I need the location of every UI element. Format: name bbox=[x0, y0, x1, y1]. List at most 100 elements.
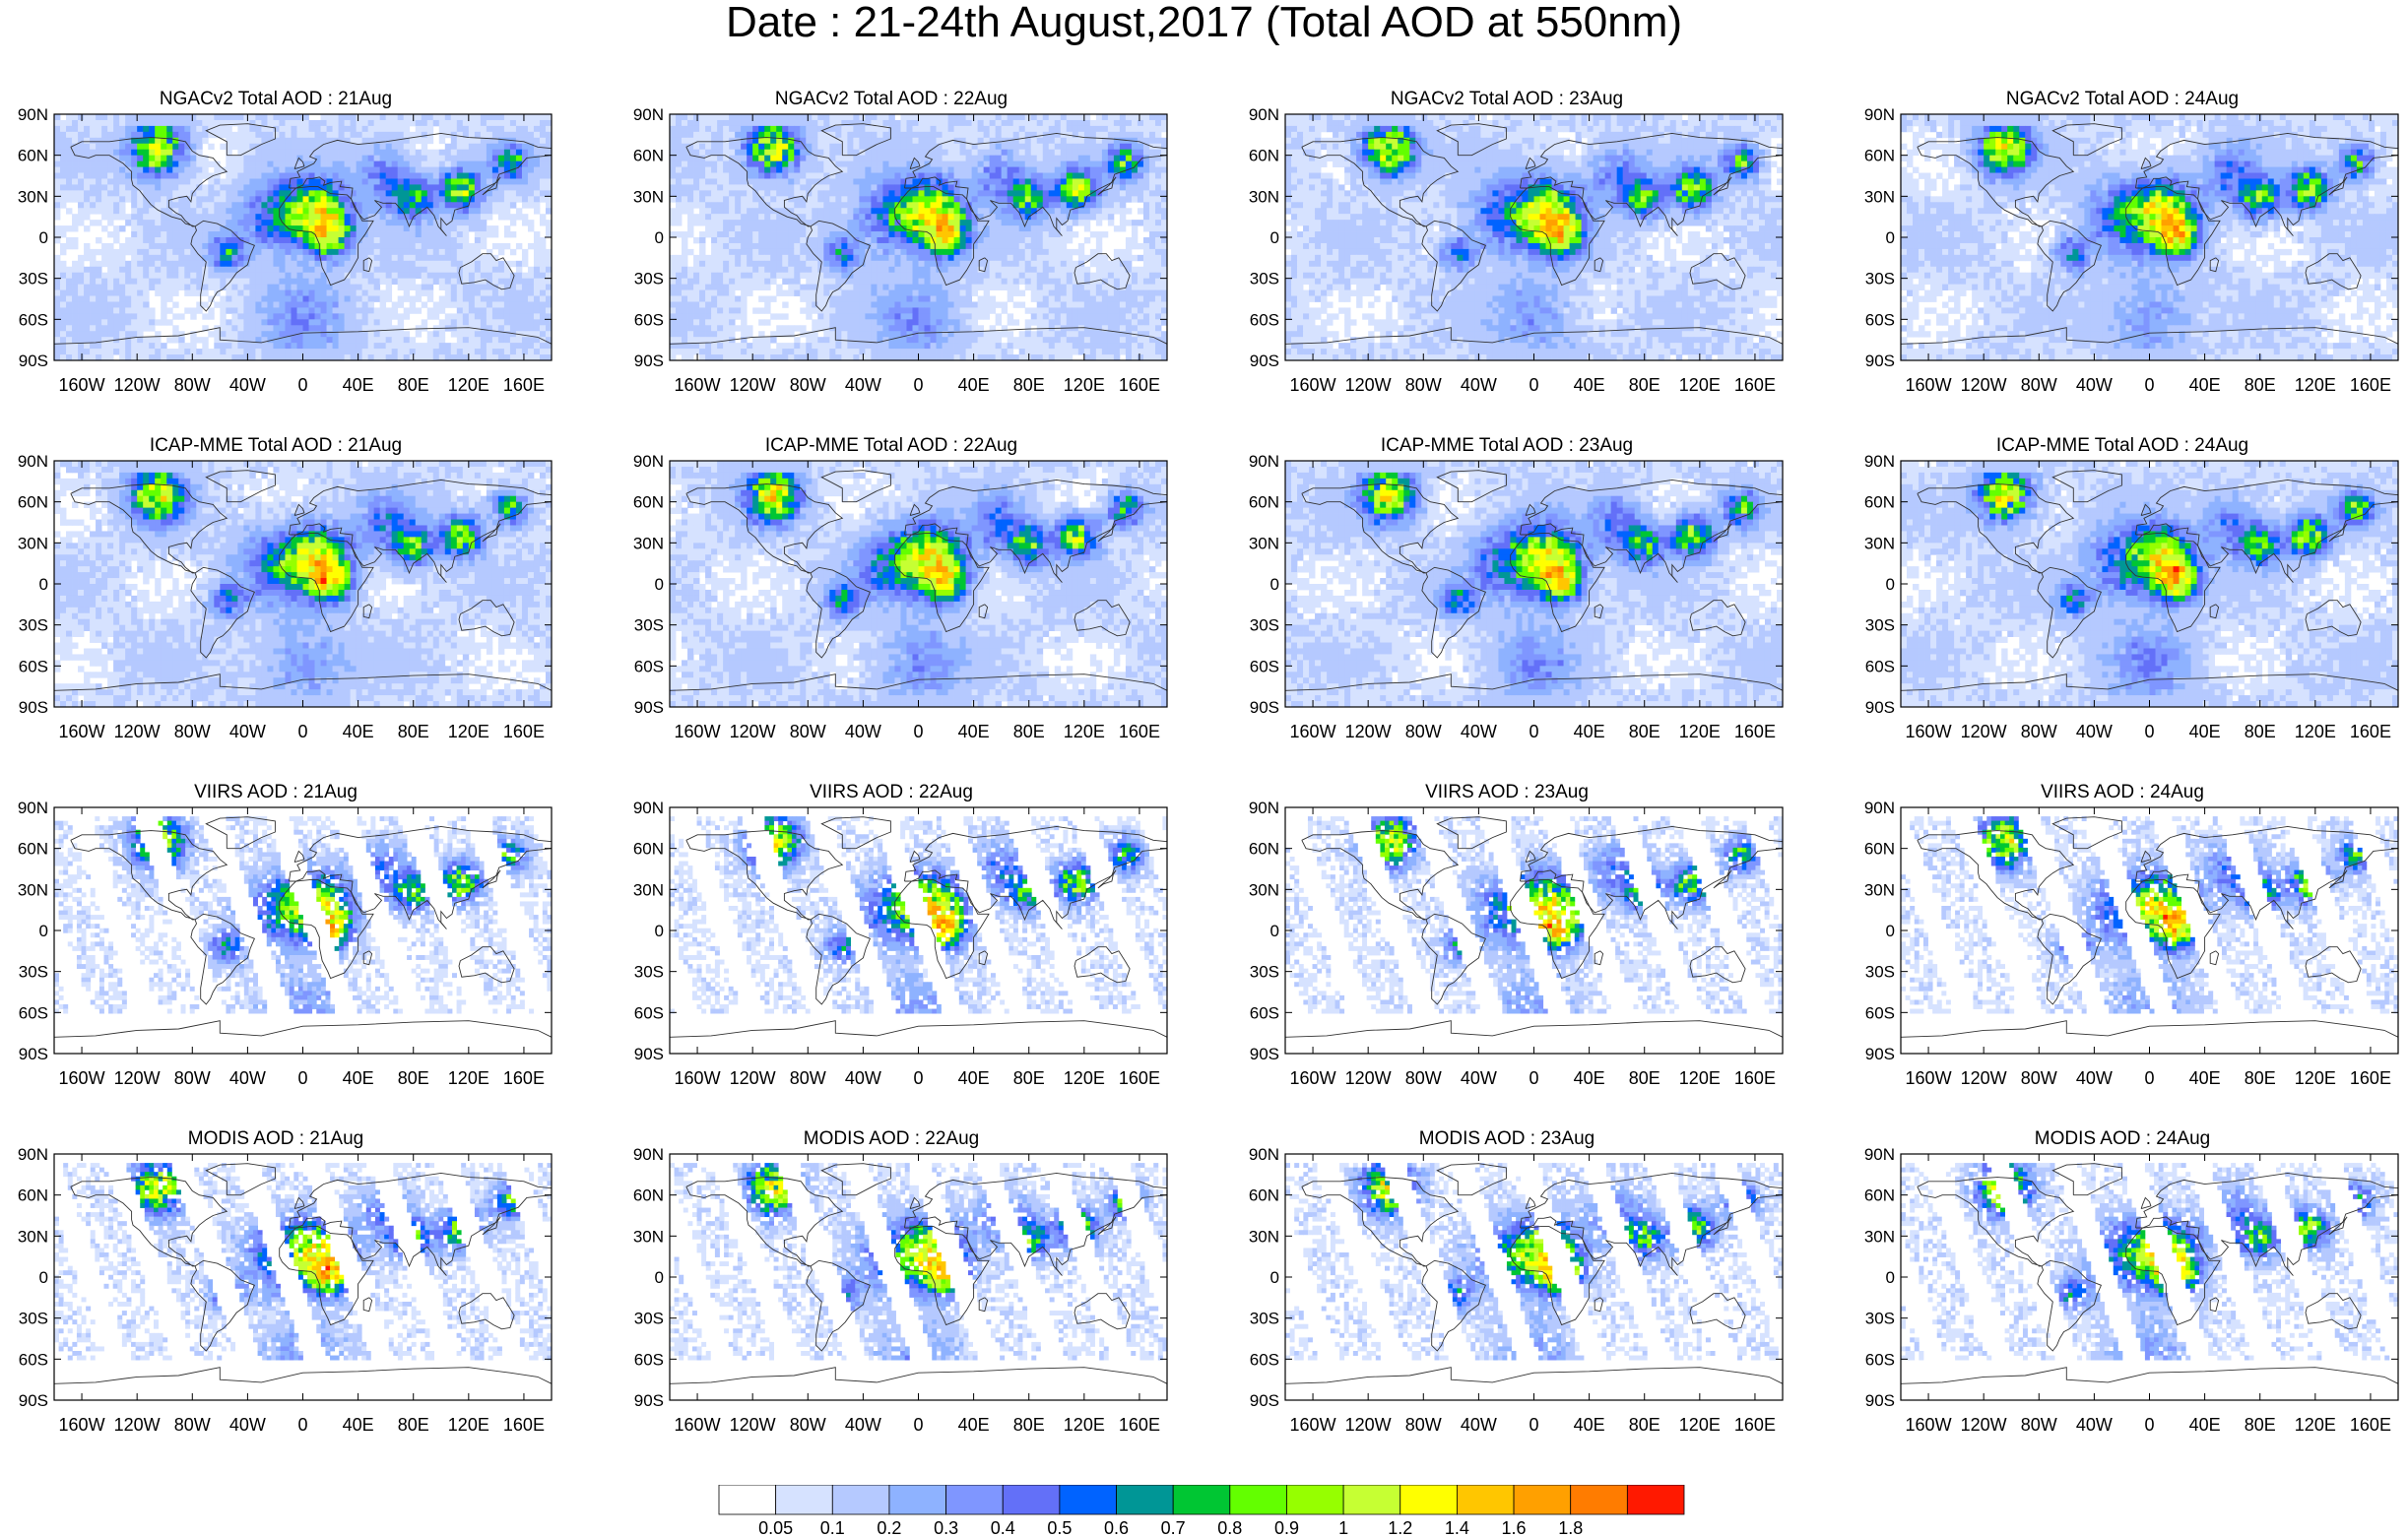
colorbar-label: 0.3 bbox=[934, 1518, 958, 1536]
coastlines bbox=[1285, 123, 1783, 345]
lon-tick-label: 0 bbox=[2144, 1415, 2154, 1435]
colorbar-swatch bbox=[1342, 1485, 1401, 1515]
coastline bbox=[289, 479, 552, 583]
lon-tick-label: 120E bbox=[2295, 722, 2336, 741]
panel-title: MODIS AOD : 21Aug bbox=[0, 1128, 552, 1150]
coastline bbox=[279, 533, 374, 633]
lon-tick-label: 40W bbox=[229, 1415, 266, 1435]
coastline bbox=[362, 950, 373, 966]
lat-tick-label: 0 bbox=[39, 922, 48, 940]
lon-tick-label: 160W bbox=[59, 375, 105, 395]
lon-tick-label: 160E bbox=[1734, 1068, 1776, 1088]
coastlines bbox=[1901, 123, 2398, 345]
coastline bbox=[289, 132, 552, 236]
coastline bbox=[820, 470, 891, 503]
coastline bbox=[2209, 1297, 2220, 1313]
lon-tick-label: 40E bbox=[958, 1068, 990, 1088]
coastline bbox=[362, 1297, 373, 1313]
coastlines bbox=[54, 816, 552, 1038]
lat-tick-label: 30S bbox=[1250, 270, 1279, 288]
aod-field bbox=[1901, 1163, 2398, 1361]
coastline bbox=[904, 132, 1167, 236]
coastline bbox=[1301, 483, 1460, 574]
lat-tick-label: 0 bbox=[1270, 575, 1279, 594]
coastline bbox=[205, 470, 276, 503]
lon-tick-label: 160W bbox=[1906, 722, 1952, 741]
coastline bbox=[458, 253, 515, 290]
coastlines bbox=[54, 123, 552, 345]
colorbar-label: 0.7 bbox=[1161, 1518, 1186, 1536]
coastline bbox=[279, 1226, 374, 1326]
colorbar-label: 0.2 bbox=[877, 1518, 901, 1536]
coastline bbox=[1713, 523, 1732, 543]
aod-map: 90N 60N 30N 0 30S 60S 90S 160W 120W 80W 40W 0 40E 80E… bbox=[18, 799, 553, 1088]
lon-tick-label: 120W bbox=[1345, 1068, 1392, 1088]
lat-tick-label: 0 bbox=[39, 228, 48, 247]
lon-tick-label: 120W bbox=[1961, 722, 2007, 741]
lon-tick-label: 160E bbox=[1734, 722, 1776, 741]
lon-tick-label: 160E bbox=[2350, 1415, 2391, 1435]
coastline bbox=[190, 566, 255, 659]
coastline bbox=[806, 566, 871, 659]
lat-tick-label: 90S bbox=[1250, 1045, 1279, 1063]
coastline bbox=[1421, 566, 1486, 659]
aod-map: 90N 60N 30N 0 30S 60S 90S 160W 120W 80W 40W 0 40E 80E… bbox=[1864, 105, 2399, 395]
lon-tick-label: 160E bbox=[2350, 375, 2391, 395]
lon-tick-label: 160E bbox=[1119, 375, 1160, 395]
aod-field bbox=[54, 114, 552, 360]
lat-tick-label: 0 bbox=[1270, 1268, 1279, 1287]
coastline bbox=[54, 1367, 552, 1384]
aod-field bbox=[670, 1163, 1167, 1361]
coastline bbox=[70, 137, 228, 227]
coastline bbox=[70, 483, 228, 574]
colorbar-label: 1.4 bbox=[1445, 1518, 1469, 1536]
coastline bbox=[2209, 604, 2220, 619]
colorbar-label: 0.4 bbox=[991, 1518, 1015, 1536]
lat-tick-label: 90S bbox=[1250, 1391, 1279, 1410]
lon-tick-label: 80W bbox=[790, 375, 826, 395]
lon-tick-label: 0 bbox=[1529, 1068, 1538, 1088]
lat-tick-label: 30N bbox=[18, 534, 48, 552]
coastline bbox=[2051, 816, 2122, 850]
lat-tick-label: 90S bbox=[1250, 352, 1279, 370]
aod-field bbox=[670, 816, 1167, 1014]
coastline bbox=[2305, 600, 2362, 637]
lat-tick-label: 30N bbox=[1249, 880, 1279, 899]
coastline bbox=[1097, 1216, 1117, 1236]
coastline bbox=[909, 850, 921, 864]
coastline bbox=[1594, 950, 1604, 966]
aod-field bbox=[1285, 461, 1783, 707]
coastlines bbox=[1901, 816, 2398, 1038]
lat-tick-label: 30S bbox=[634, 270, 664, 288]
lat-tick-label: 30N bbox=[1864, 534, 1895, 552]
coastline bbox=[2125, 533, 2221, 633]
lat-tick-label: 30S bbox=[19, 1310, 48, 1328]
lat-tick-label: 30N bbox=[18, 1227, 48, 1246]
lon-tick-label: 80E bbox=[398, 375, 429, 395]
coastline bbox=[293, 850, 305, 864]
panel-title: ICAP-MME Total AOD : 21Aug bbox=[0, 435, 552, 457]
lon-tick-label: 80E bbox=[398, 1068, 429, 1088]
coastline bbox=[909, 503, 921, 517]
coastline bbox=[2051, 1163, 2122, 1196]
lat-tick-label: 60N bbox=[633, 840, 664, 859]
lon-tick-label: 0 bbox=[913, 375, 923, 395]
coastlines bbox=[1901, 1163, 2398, 1384]
lat-tick-label: 90S bbox=[634, 352, 664, 370]
lon-tick-label: 160E bbox=[2350, 1068, 2391, 1088]
lon-tick-label: 120E bbox=[1679, 1415, 1721, 1435]
coastline bbox=[1510, 879, 1605, 980]
coastline bbox=[2305, 253, 2362, 290]
lon-tick-label: 160W bbox=[59, 1068, 105, 1088]
map-panel: MODIS AOD : 21Aug 90N 60N 30N 0 30S 60S 90S 160W… bbox=[0, 1128, 553, 1453]
panel-title: NGACv2 Total AOD : 23Aug bbox=[1231, 89, 1783, 110]
coastline bbox=[1074, 600, 1131, 637]
lat-tick-label: 60N bbox=[1249, 147, 1279, 165]
coastline bbox=[1421, 220, 1486, 312]
lon-tick-label: 120E bbox=[1679, 375, 1721, 395]
coastline bbox=[362, 604, 373, 619]
aod-map: 90N 60N 30N 0 30S 60S 90S 160W 120W 80W 40W 0 40E 80E… bbox=[633, 105, 1168, 395]
coastline bbox=[806, 1259, 871, 1352]
lon-tick-label: 80W bbox=[174, 375, 211, 395]
lon-tick-label: 80E bbox=[1013, 1068, 1045, 1088]
